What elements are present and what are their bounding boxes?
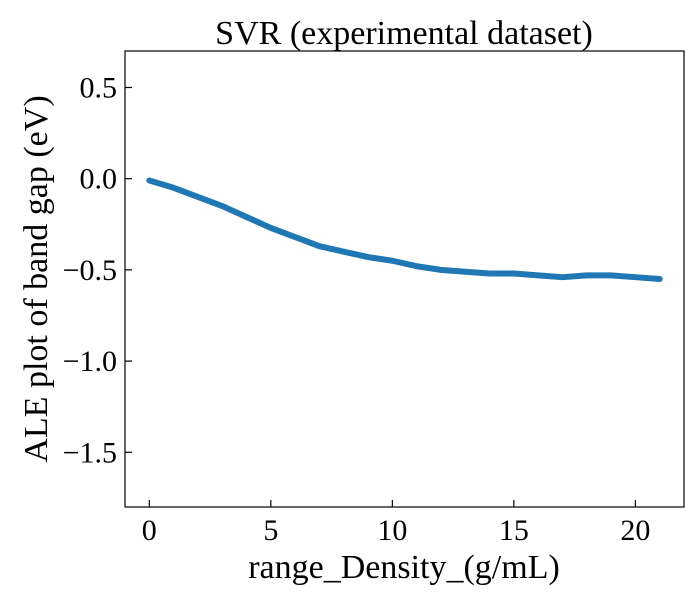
axis-ticks: 0 5 10 15 20 0.5 0.0 −0.5 −1.0 −1.5 xyxy=(63,71,651,547)
x-tick-label: 0 xyxy=(142,514,157,547)
x-axis-label: range_Density_(g/mL) xyxy=(248,549,560,586)
chart-title: SVR (experimental dataset) xyxy=(215,15,593,52)
ale-series-line xyxy=(146,177,663,282)
y-tick-label: 0.5 xyxy=(80,71,118,104)
y-tick-label: −1.5 xyxy=(63,436,117,469)
x-tick-label: 10 xyxy=(377,514,407,547)
x-tick-label: 20 xyxy=(620,514,650,547)
series-layer xyxy=(146,177,663,282)
plot-frame xyxy=(124,50,685,508)
x-tick-label: 5 xyxy=(263,514,278,547)
y-tick-label: 0.0 xyxy=(80,163,118,196)
y-axis-label: ALE plot of band gap (eV) xyxy=(18,95,55,462)
x-tick-label: 15 xyxy=(499,514,529,547)
y-tick-label: −1.0 xyxy=(63,345,117,378)
y-tick-label: −0.5 xyxy=(63,254,117,287)
